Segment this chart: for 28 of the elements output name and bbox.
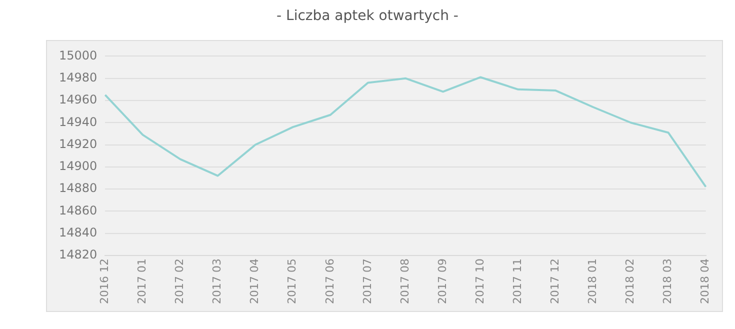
- x-tick-label: 2018 01: [586, 258, 600, 304]
- x-tick-label: 2017 02: [173, 258, 186, 304]
- chart-title: - Liczba aptek otwartych -: [276, 8, 460, 24]
- x-tick-label: 2017 04: [248, 258, 262, 304]
- x-tick-label: 2018 03: [661, 258, 674, 304]
- y-tick-label: 15000: [58, 48, 98, 62]
- y-tick-label: 14940: [58, 114, 98, 129]
- x-tick-label: 2017 03: [210, 258, 224, 304]
- x-tick-label: 2017 08: [398, 258, 412, 304]
- x-tick-label: 2016 12: [98, 258, 112, 304]
- x-tick-label: 2017 12: [548, 258, 562, 304]
- x-tick-label: 2018 02: [624, 258, 637, 304]
- y-tick-label: 14820: [58, 248, 98, 262]
- x-tick-label: 2017 09: [436, 258, 449, 304]
- x-tick-label: 2017 05: [286, 258, 299, 304]
- x-tick-label: 2018 04: [698, 258, 712, 304]
- x-tick-label: 2017 11: [510, 258, 524, 304]
- x-tick-label: 2017 06: [323, 258, 336, 304]
- x-tick-label: 2017 10: [473, 258, 486, 304]
- y-tick-label: 14920: [58, 136, 98, 151]
- x-tick-label: 2017 07: [360, 258, 374, 304]
- y-tick-label: 14980: [58, 70, 98, 84]
- y-tick-label: 14960: [58, 92, 98, 107]
- y-tick-label: 14900: [58, 159, 98, 174]
- x-tick-label: 2017 01: [136, 258, 149, 304]
- y-tick-label: 14860: [58, 203, 98, 218]
- y-tick-label: 14840: [58, 225, 98, 240]
- y-tick-label: 14880: [58, 181, 98, 196]
